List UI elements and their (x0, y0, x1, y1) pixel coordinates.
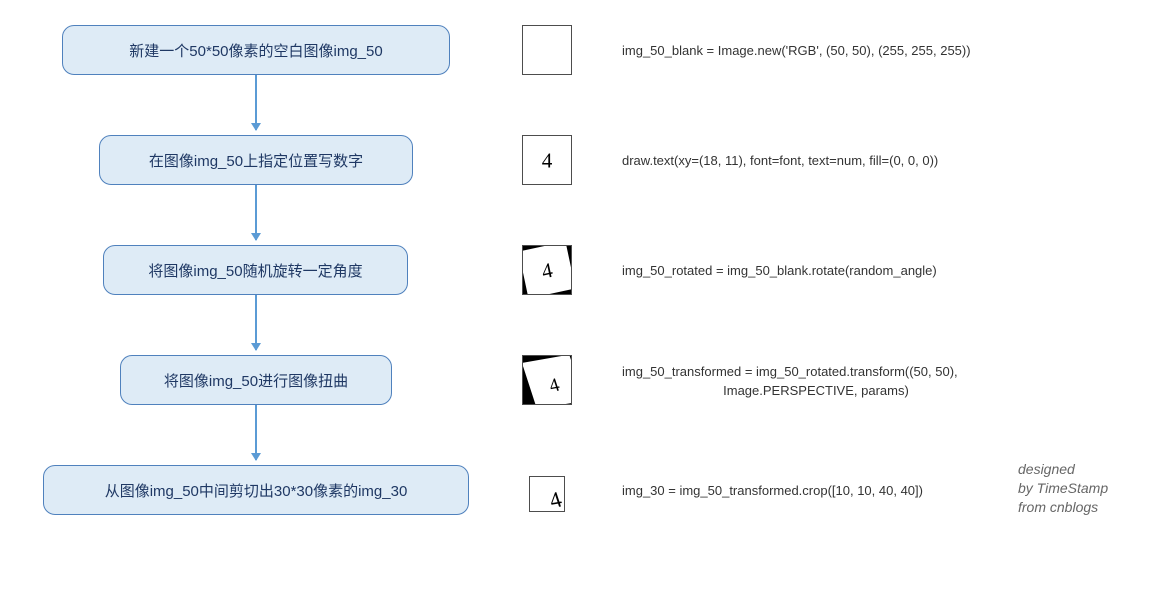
code-line-3: img_50_rotated = img_50_blank.rotate(ran… (622, 262, 937, 281)
credit-line: designed (1018, 460, 1108, 479)
flow-node-transform: 将图像img_50进行图像扭曲 (120, 355, 392, 405)
thumb-blank (522, 25, 572, 75)
code-line-1: img_50_blank = Image.new('RGB', (50, 50)… (622, 42, 971, 61)
thumb-cropped: 4 (529, 476, 565, 512)
step-row-2: 在图像img_50上指定位置写数字 4 draw.text(xy=(18, 11… (0, 135, 1151, 185)
flow-node-rotate: 将图像img_50随机旋转一定角度 (103, 245, 408, 295)
step-row-4: 将图像img_50进行图像扭曲 4 img_50_transformed = i… (0, 355, 1151, 405)
svg-text:4: 4 (542, 149, 553, 173)
flow-arrow-2-3 (255, 185, 257, 240)
step-row-1: 新建一个50*50像素的空白图像img_50 img_50_blank = Im… (0, 25, 1151, 75)
credit-line: by TimeStamp (1018, 479, 1108, 498)
step-row-3: 将图像img_50随机旋转一定角度 4 img_50_rotated = img… (0, 245, 1151, 295)
node-label: 新建一个50*50像素的空白图像img_50 (129, 40, 382, 61)
flow-arrow-1-2 (255, 75, 257, 130)
flow-arrow-4-5 (255, 405, 257, 460)
node-label: 在图像img_50上指定位置写数字 (149, 150, 363, 171)
flow-node-create-blank: 新建一个50*50像素的空白图像img_50 (62, 25, 450, 75)
code-line-4: img_50_transformed = img_50_rotated.tran… (622, 363, 958, 401)
flow-node-draw-digit: 在图像img_50上指定位置写数字 (99, 135, 413, 185)
thumb-rotated: 4 (522, 245, 572, 295)
thumb-digit: 4 (522, 135, 572, 185)
code-line-2: draw.text(xy=(18, 11), font=font, text=n… (622, 152, 938, 171)
thumb-transformed: 4 (522, 355, 572, 405)
credit-text: designedby TimeStampfrom cnblogs (1018, 460, 1108, 517)
flow-arrow-3-4 (255, 295, 257, 350)
step-row-5: 从图像img_50中间剪切出30*30像素的img_30 4 img_30 = … (0, 465, 1151, 515)
flow-node-crop: 从图像img_50中间剪切出30*30像素的img_30 (43, 465, 469, 515)
code-line-5: img_30 = img_50_transformed.crop([10, 10… (622, 482, 923, 501)
credit-line: from cnblogs (1018, 498, 1108, 517)
node-label: 将图像img_50进行图像扭曲 (164, 370, 348, 391)
node-label: 从图像img_50中间剪切出30*30像素的img_30 (105, 480, 408, 501)
node-label: 将图像img_50随机旋转一定角度 (148, 260, 362, 281)
